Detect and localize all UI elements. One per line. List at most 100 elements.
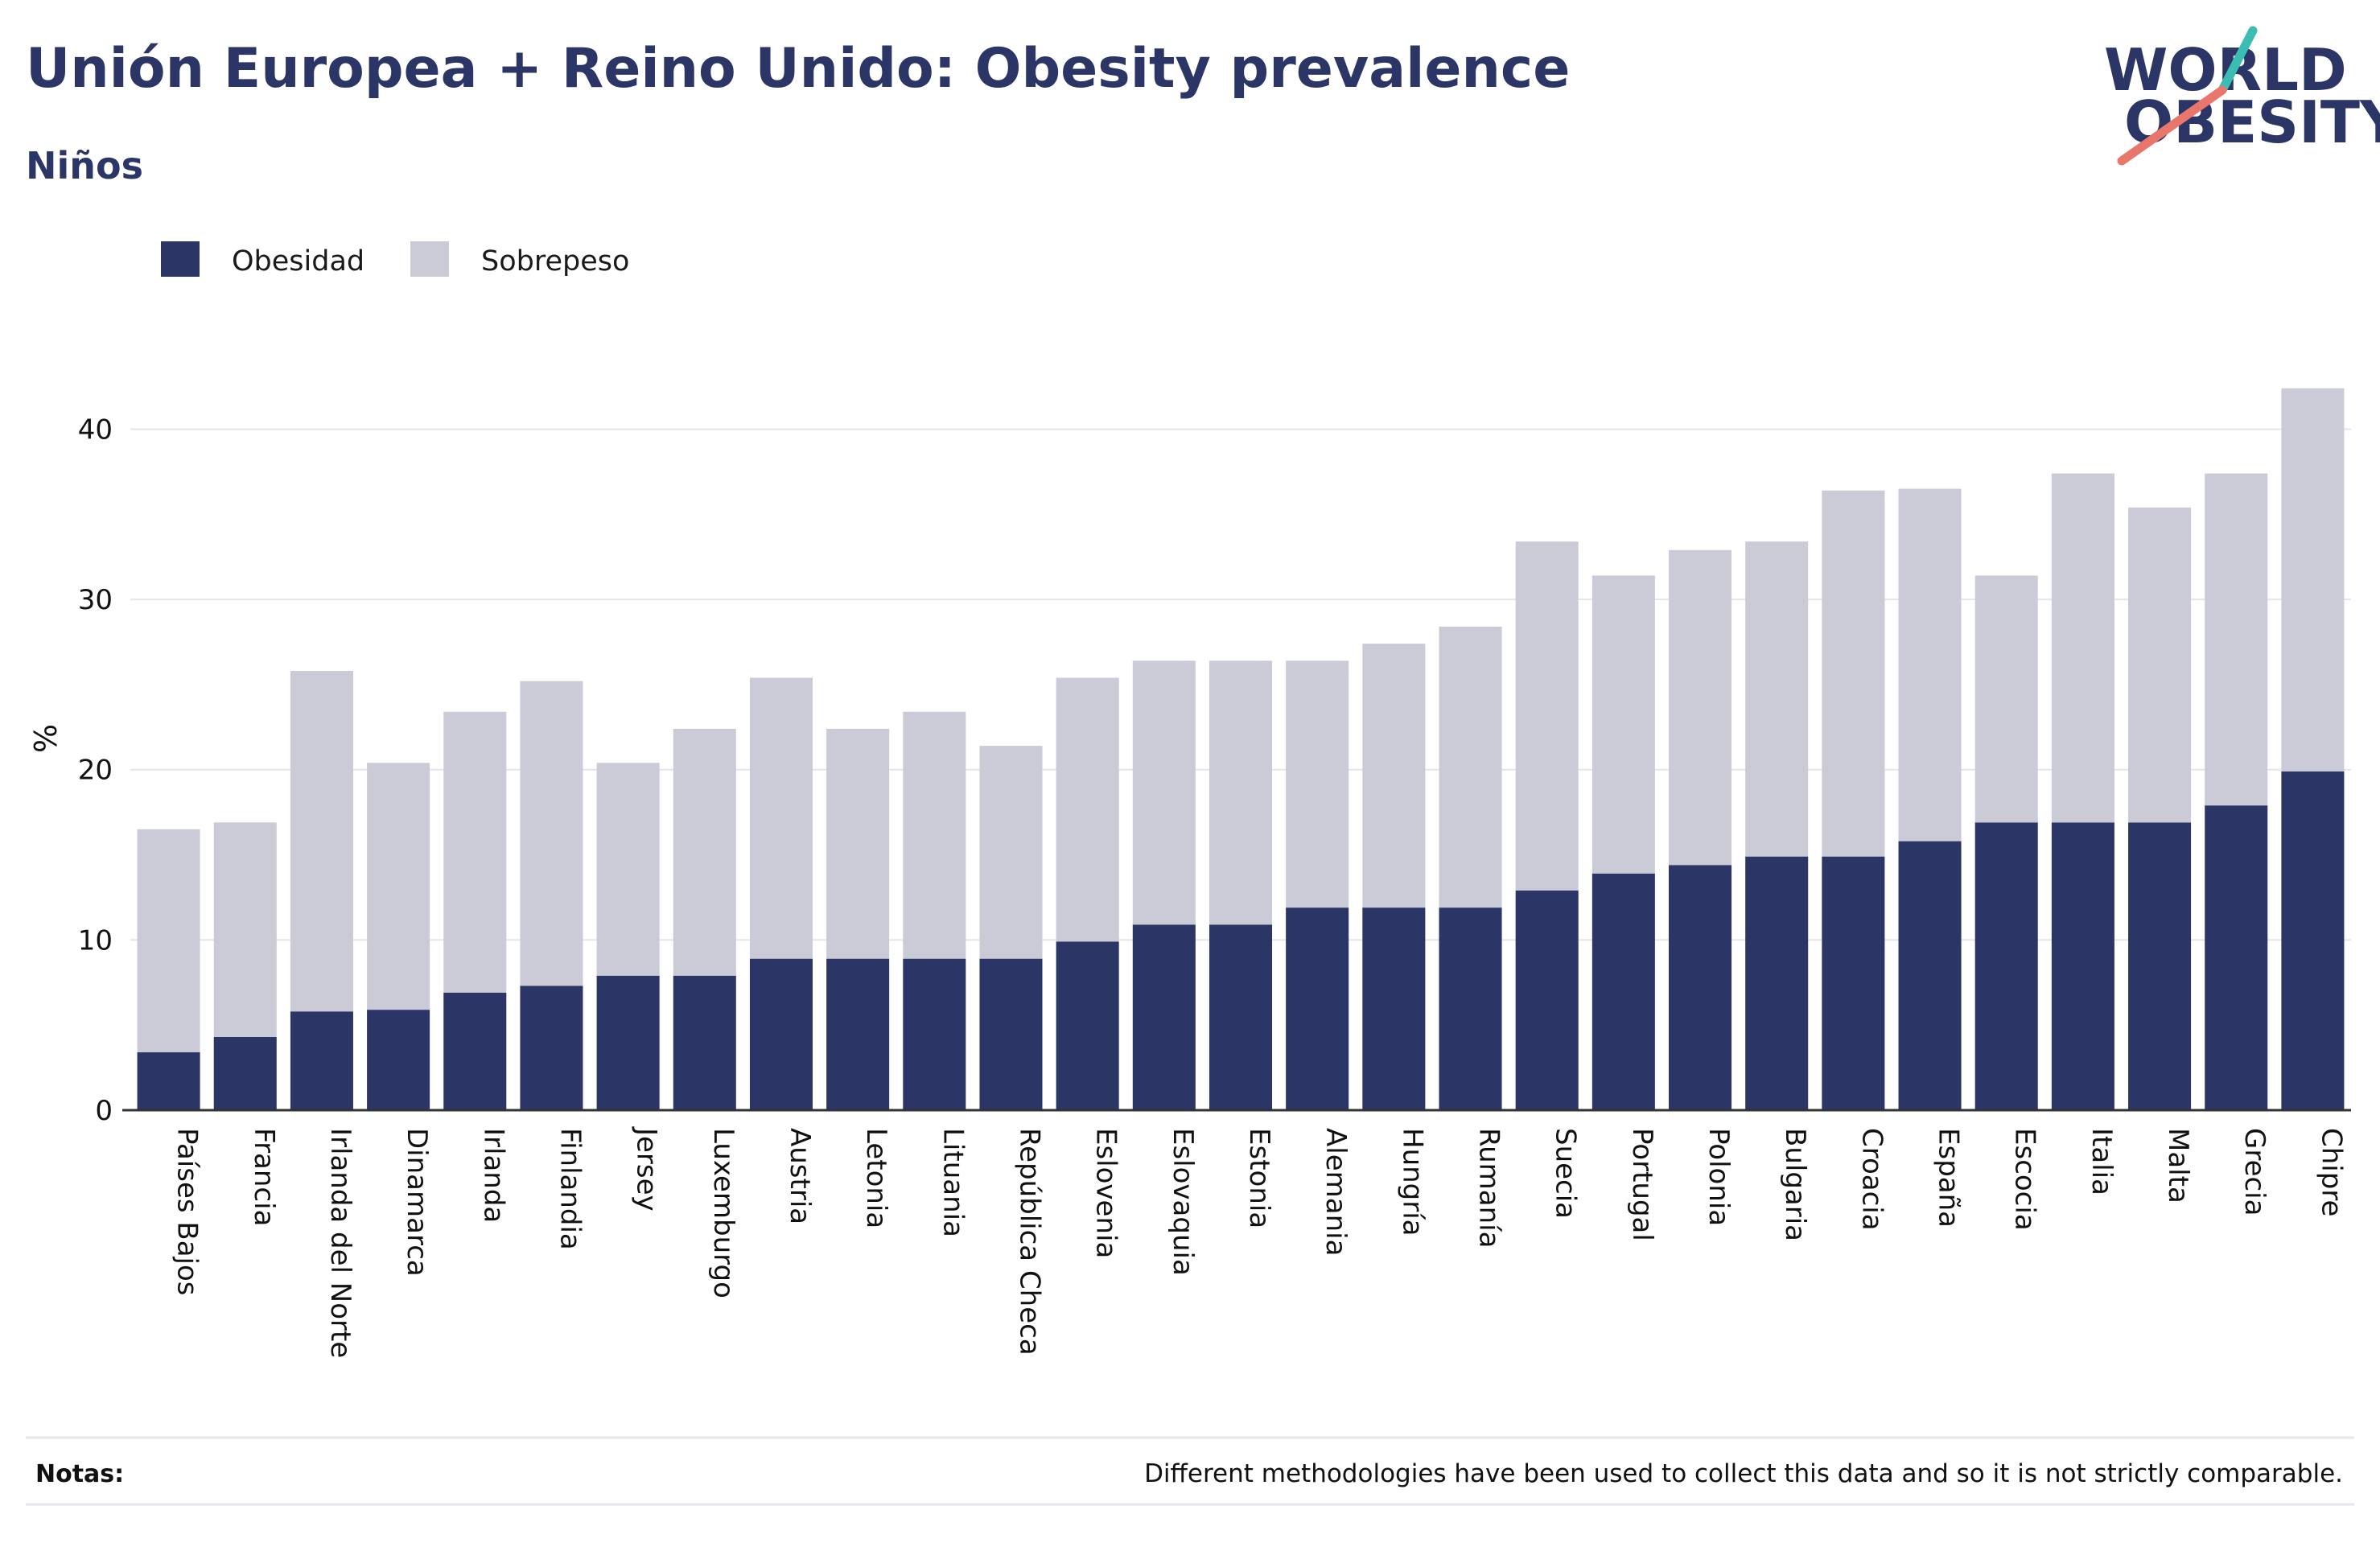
logo-line2: OBESITY	[2124, 88, 2380, 156]
bar-obesity-27	[2205, 805, 2268, 1110]
bar-obesity-21	[1745, 856, 1809, 1110]
bar-obesity-15	[1286, 907, 1349, 1110]
x-tick-label: Estonia	[1243, 1128, 1275, 1228]
bar-overweight-22	[1822, 490, 1885, 857]
bar-overweight-23	[1898, 488, 1962, 841]
bar-obesity-23	[1898, 841, 1962, 1110]
bar-obesity-5	[520, 985, 583, 1110]
x-tick-label: Dinamarca	[401, 1128, 433, 1277]
bar-overweight-25	[2051, 473, 2114, 823]
bar-overweight-19	[1591, 575, 1655, 874]
bar-obesity-6	[596, 975, 660, 1110]
x-tick-label: Suecia	[1550, 1128, 1582, 1219]
x-axis-ticks: Países Bajos Francia Irlanda del Norte Dina…	[171, 1126, 2348, 1358]
legend-swatch-overweight	[410, 241, 449, 277]
bar-overweight-9	[826, 728, 890, 959]
y-tick-label: 0	[95, 1095, 113, 1127]
bar-overweight-26	[2128, 507, 2192, 823]
bar-obesity-13	[1132, 924, 1196, 1110]
x-tick-label: Escocia	[2009, 1128, 2041, 1231]
bar-obesity-16	[1362, 907, 1426, 1110]
x-tick-label: República Checa	[1013, 1128, 1045, 1356]
bar-overweight-16	[1362, 644, 1426, 908]
x-tick-label: Croacia	[1855, 1128, 1888, 1231]
legend-swatch-obesity	[161, 241, 200, 277]
x-tick-label: Hungría	[1396, 1128, 1428, 1236]
y-tick-label: 20	[78, 755, 113, 787]
logo-slash-top-icon	[2217, 26, 2258, 95]
bar-overweight-3	[367, 763, 430, 1010]
notes-text: Different methodologies have been used t…	[1144, 1459, 2343, 1488]
bar-overweight-27	[2205, 473, 2268, 806]
bar-overweight-5	[520, 681, 583, 986]
bar-overweight-1	[213, 822, 277, 1037]
bar-obesity-18	[1515, 891, 1579, 1110]
x-tick-label: Irlanda del Norte	[324, 1128, 356, 1358]
bar-obesity-4	[443, 992, 507, 1110]
bar-overweight-6	[596, 763, 660, 976]
x-tick-label: Bulgaria	[1779, 1128, 1811, 1241]
legend-label-overweight: Sobrepeso	[481, 245, 629, 278]
bars	[137, 388, 2345, 1110]
bar-obesity-7	[673, 975, 736, 1110]
bar-overweight-11	[979, 746, 1043, 959]
bar-obesity-22	[1822, 856, 1885, 1110]
x-tick-label: Luxemburgo	[707, 1128, 739, 1298]
y-tick-label: 40	[78, 413, 113, 446]
x-tick-label: Rumanía	[1473, 1128, 1505, 1248]
x-tick-label: España	[1933, 1128, 1965, 1228]
bar-overweight-24	[1974, 575, 2038, 823]
bar-obesity-25	[2051, 822, 2114, 1110]
notes-label: Notas:	[35, 1460, 124, 1488]
bar-overweight-14	[1209, 660, 1273, 925]
x-tick-label: Italia	[2086, 1128, 2118, 1195]
bar-obesity-3	[367, 1010, 430, 1110]
bar-overweight-13	[1132, 660, 1196, 925]
y-tick-label: 10	[78, 924, 113, 957]
x-tick-label: Letonia	[860, 1128, 892, 1228]
x-tick-label: Alemania	[1320, 1128, 1352, 1256]
bar-obesity-10	[903, 958, 966, 1110]
chart-title: Unión Europea + Reino Unido: Obesity pre…	[26, 37, 1570, 101]
bar-obesity-12	[1056, 941, 1119, 1110]
x-tick-label: Portugal	[1626, 1128, 1658, 1241]
x-tick-label: Finlandia	[554, 1128, 586, 1250]
y-axis-ticks: 0 10 20 30 40	[78, 413, 113, 1127]
legend-label-obesity: Obesidad	[232, 245, 364, 278]
bar-overweight-10	[903, 711, 966, 959]
logo-slash-bottom-icon	[2117, 85, 2227, 166]
bar-obesity-1	[213, 1037, 277, 1110]
bar-obesity-14	[1209, 924, 1273, 1110]
x-tick-label: Chipre	[2315, 1128, 2347, 1216]
y-axis-label: %	[28, 724, 64, 753]
bar-overweight-20	[1669, 549, 1732, 866]
bar-obesity-24	[1974, 822, 2038, 1110]
x-tick-label: Lituania	[937, 1128, 969, 1237]
world-obesity-logo: WORLD OBESITY	[2104, 26, 2380, 166]
y-tick-label: 30	[78, 584, 113, 616]
bar-overweight-28	[2281, 388, 2345, 771]
x-tick-label: Irlanda	[477, 1128, 509, 1223]
x-tick-label: Eslovaquia	[1167, 1128, 1199, 1276]
bar-overweight-12	[1056, 677, 1119, 942]
chart-subtitle: Niños	[26, 144, 143, 187]
bar-overweight-21	[1745, 541, 1809, 857]
bar-obesity-0	[137, 1052, 200, 1110]
bar-obesity-20	[1669, 865, 1732, 1110]
x-tick-label: Austria	[784, 1128, 816, 1224]
bar-overweight-8	[749, 677, 813, 959]
bar-obesity-11	[979, 958, 1043, 1110]
x-tick-label: Malta	[2162, 1128, 2194, 1203]
x-tick-label: Francia	[248, 1128, 280, 1226]
bar-obesity-26	[2128, 822, 2192, 1110]
bar-obesity-17	[1439, 907, 1502, 1110]
bar-overweight-7	[673, 728, 736, 976]
bar-obesity-9	[826, 958, 890, 1110]
bar-overweight-18	[1515, 541, 1579, 891]
bar-obesity-28	[2281, 771, 2345, 1110]
x-tick-label: Grecia	[2238, 1128, 2271, 1216]
bar-overweight-0	[137, 829, 200, 1053]
bar-overweight-4	[443, 711, 507, 993]
x-tick-label: Países Bajos	[171, 1128, 204, 1296]
